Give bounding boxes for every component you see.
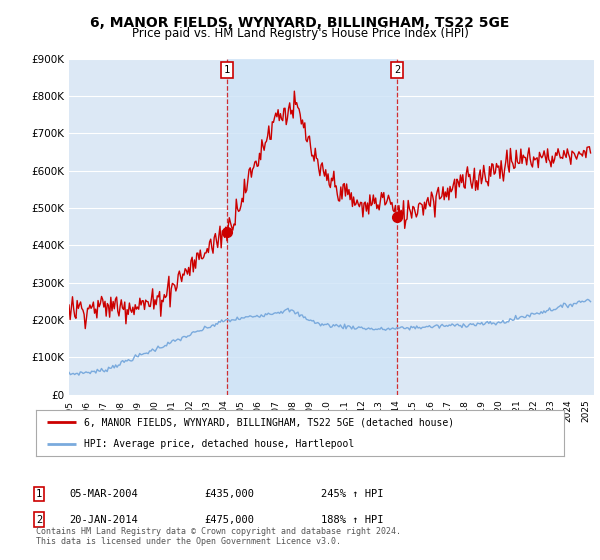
Text: 2: 2 xyxy=(36,515,42,525)
Text: 188% ↑ HPI: 188% ↑ HPI xyxy=(321,515,383,525)
Text: HPI: Average price, detached house, Hartlepool: HPI: Average price, detached house, Hart… xyxy=(83,439,354,449)
Text: 2: 2 xyxy=(394,65,400,75)
Text: Price paid vs. HM Land Registry's House Price Index (HPI): Price paid vs. HM Land Registry's House … xyxy=(131,27,469,40)
Bar xyxy=(227,59,397,395)
Text: £475,000: £475,000 xyxy=(204,515,254,525)
Text: 1: 1 xyxy=(224,65,230,75)
Text: 6, MANOR FIELDS, WYNYARD, BILLINGHAM, TS22 5GE (detached house): 6, MANOR FIELDS, WYNYARD, BILLINGHAM, TS… xyxy=(83,417,454,427)
Text: 1: 1 xyxy=(36,489,42,499)
Text: £435,000: £435,000 xyxy=(204,489,254,499)
Text: 20-JAN-2014: 20-JAN-2014 xyxy=(69,515,138,525)
Text: Contains HM Land Registry data © Crown copyright and database right 2024.
This d: Contains HM Land Registry data © Crown c… xyxy=(36,526,401,546)
Text: 05-MAR-2004: 05-MAR-2004 xyxy=(69,489,138,499)
Text: 245% ↑ HPI: 245% ↑ HPI xyxy=(321,489,383,499)
Text: 6, MANOR FIELDS, WYNYARD, BILLINGHAM, TS22 5GE: 6, MANOR FIELDS, WYNYARD, BILLINGHAM, TS… xyxy=(91,16,509,30)
